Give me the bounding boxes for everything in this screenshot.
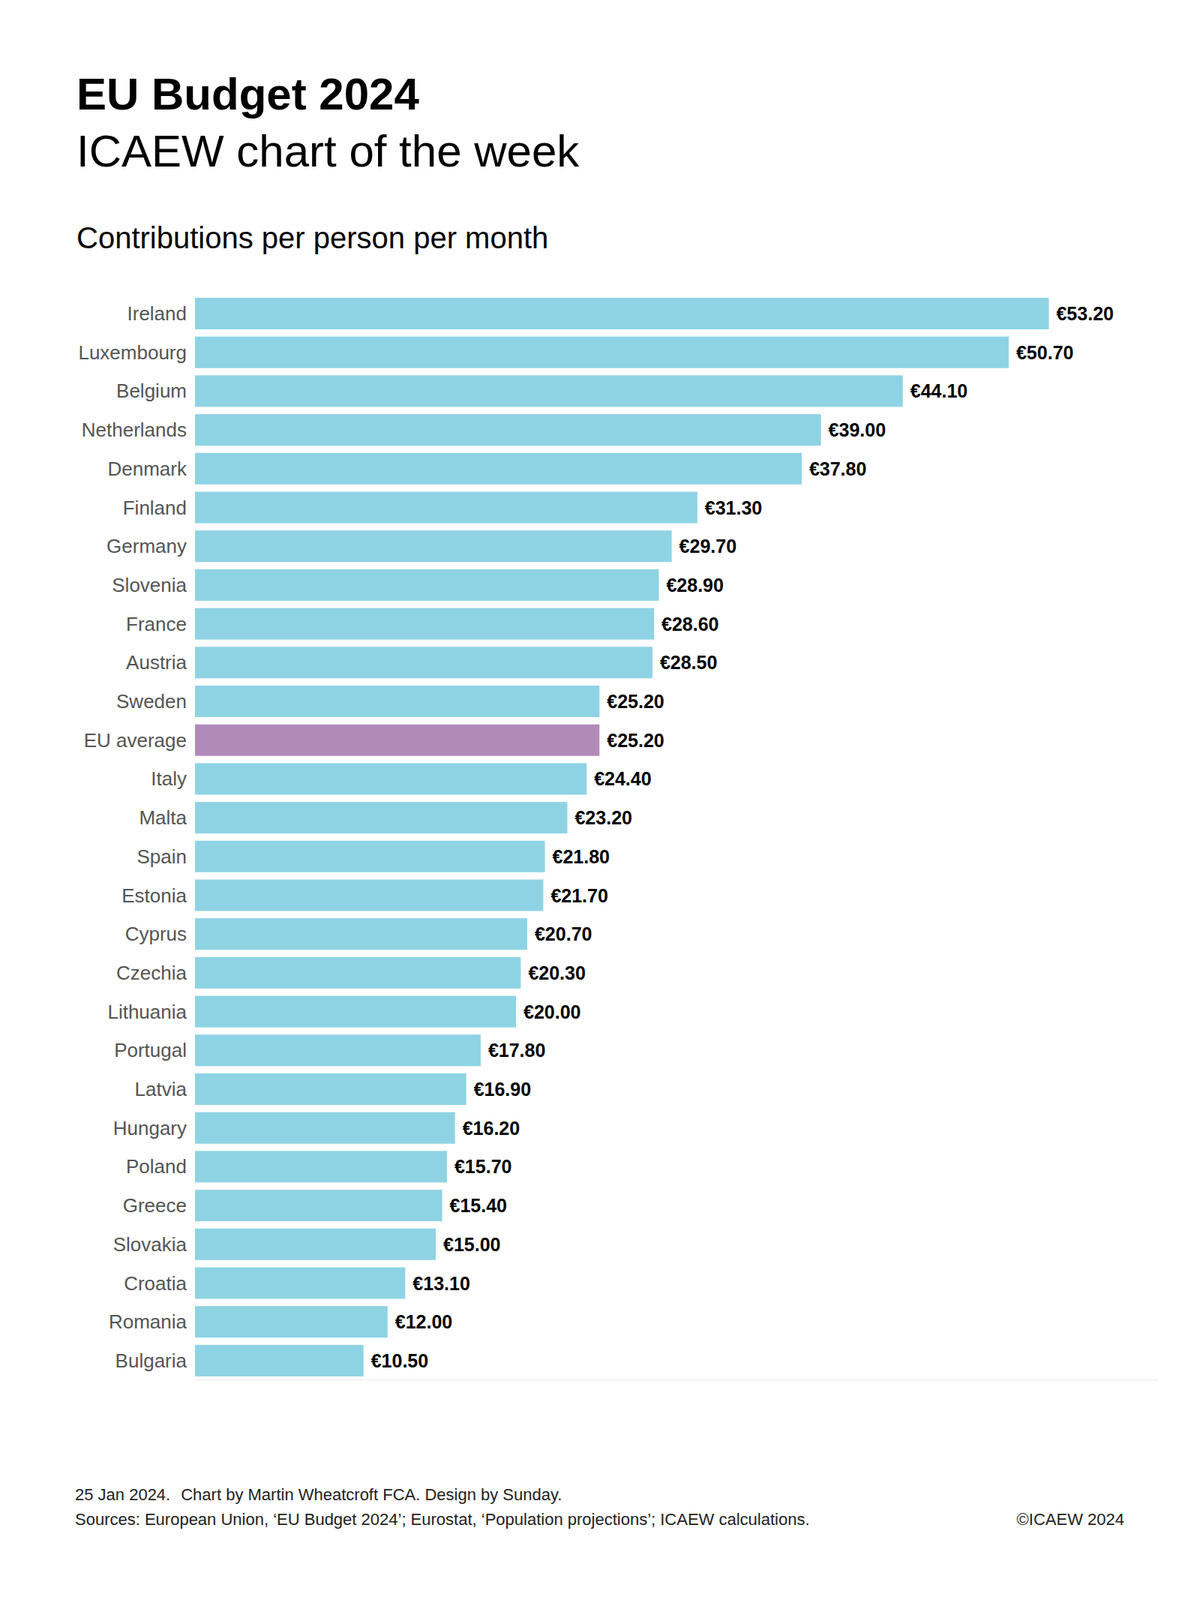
value-label: €10.50: [371, 1350, 429, 1371]
category-label: Germany: [106, 534, 187, 558]
bar: [195, 957, 521, 989]
category-label: Greece: [123, 1194, 187, 1217]
category-label: Estonia: [121, 884, 187, 907]
category-label: Lithuania: [107, 1000, 187, 1023]
bar: [195, 762, 587, 795]
category-label: Latvia: [135, 1077, 188, 1101]
bar: [195, 685, 600, 717]
category-label: Malta: [138, 806, 187, 829]
title: EU Budget 2024: [76, 69, 420, 120]
value-label: €23.20: [574, 807, 632, 828]
value-label: €31.30: [705, 497, 762, 519]
bar: [195, 297, 1049, 330]
value-label: €12.00: [395, 1311, 453, 1332]
value-label: €28.90: [666, 574, 723, 596]
bar: [195, 840, 546, 873]
source: Sources: European Union, ‘EU Budget 2024…: [75, 1509, 810, 1529]
chart: EU Budget 2024 ICAEW chart of the week Con…: [0, 0, 1200, 1600]
category-label: Cyprus: [125, 922, 187, 945]
copyright: ©ICAEW 2024: [1017, 1509, 1125, 1529]
category-label: Czechia: [116, 961, 187, 984]
bar: [195, 996, 516, 1028]
value-label: €25.20: [606, 729, 664, 751]
value-label: €15.40: [450, 1194, 507, 1216]
value-label: €15.70: [454, 1155, 512, 1177]
category-label: Denmark: [108, 457, 188, 480]
value-label: €20.00: [523, 1001, 581, 1023]
value-label: €29.70: [679, 535, 737, 557]
value-label: €37.80: [809, 458, 867, 480]
credit: Chart by Martin Wheatcroft FCA. Design b…: [180, 1485, 562, 1504]
value-label: €24.40: [594, 768, 651, 789]
value-label: €17.80: [488, 1039, 546, 1061]
bar: [195, 375, 903, 407]
value-label: €16.90: [474, 1078, 531, 1100]
category-label: Finland: [123, 496, 187, 519]
bar: [195, 1189, 443, 1221]
bar: [195, 1073, 467, 1105]
bar: [195, 336, 1009, 369]
bar: [195, 414, 822, 446]
labels: Ireland €53.20 Luxembourg €50.70 Belgium €44.…: [78, 302, 1113, 1372]
category-label: Belgium: [116, 379, 187, 402]
category-label: Romania: [108, 1310, 188, 1333]
bar: [195, 1267, 405, 1299]
bars: [195, 297, 1049, 1377]
category-label: EU average: [84, 729, 187, 752]
value-label: €20.30: [528, 962, 585, 984]
subtitle: ICAEW chart of the week: [76, 126, 580, 177]
bar: [195, 530, 672, 562]
category-label: Luxembourg: [78, 341, 187, 364]
heading: Contributions per person per month: [76, 221, 549, 255]
value-label: €53.20: [1056, 303, 1113, 324]
value-label: €20.70: [534, 923, 592, 945]
bar: [195, 1150, 447, 1182]
category-label: Poland: [126, 1155, 187, 1178]
category-label: Slovakia: [113, 1233, 188, 1256]
category-label: Ireland: [127, 302, 188, 325]
bar: [195, 646, 653, 678]
value-label: €28.60: [661, 613, 719, 635]
category-label: Hungary: [113, 1116, 187, 1140]
category-label: Spain: [137, 845, 188, 868]
bar: [195, 608, 654, 640]
value-label: €25.20: [606, 690, 664, 712]
value-label: €16.20: [462, 1117, 520, 1139]
category-label: Bulgaria: [115, 1349, 188, 1372]
date: 25 Jan 2024.: [75, 1485, 171, 1504]
category-label: Croatia: [123, 1272, 187, 1295]
value-label: €21.80: [552, 846, 610, 867]
category-label: Austria: [126, 651, 187, 674]
value-label: €13.10: [412, 1272, 470, 1294]
category-label: Slovenia: [111, 573, 187, 597]
value-label: €50.70: [1016, 342, 1074, 363]
bar: [195, 569, 659, 601]
bar: [195, 1305, 388, 1338]
value-label: €15.00: [443, 1233, 501, 1255]
bar: [195, 801, 567, 834]
bar: [195, 918, 528, 950]
category-label: Portugal: [114, 1038, 187, 1062]
value-label: €44.10: [910, 380, 968, 402]
value-label: €28.50: [660, 651, 717, 673]
bar: [195, 724, 600, 756]
value-label: €39.00: [828, 419, 886, 441]
category-label: Sweden: [116, 690, 187, 713]
category-label: Netherlands: [81, 418, 187, 441]
value-label: €21.70: [550, 885, 608, 906]
bar: [195, 1228, 436, 1260]
bar: [195, 1034, 481, 1066]
category-label: France: [126, 612, 187, 636]
x-axis-line: [195, 1379, 1158, 1380]
bar: [195, 492, 698, 524]
bar: [195, 453, 802, 485]
bar: [195, 1112, 456, 1144]
bar: [195, 1344, 364, 1377]
category-label: Italy: [150, 767, 187, 790]
bar: [195, 879, 543, 912]
